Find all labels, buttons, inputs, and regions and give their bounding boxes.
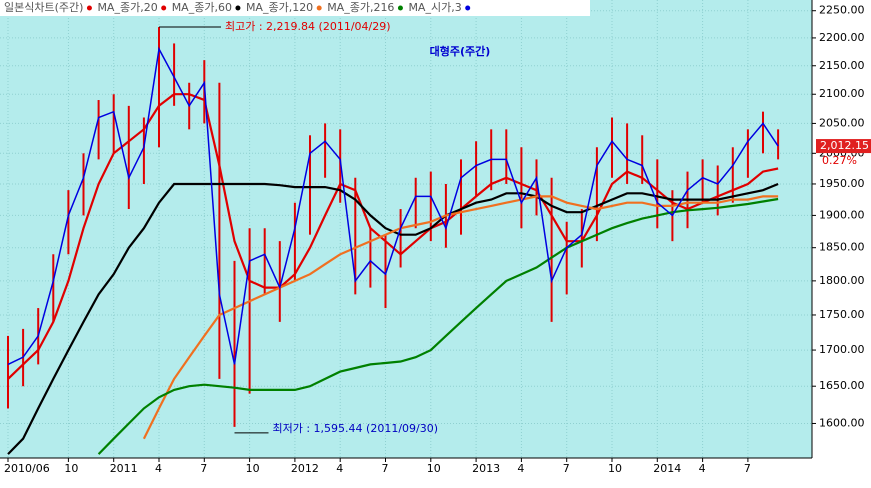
legend-marker [235, 5, 241, 11]
x-tick-label: 2010/06 [4, 462, 50, 475]
y-tick-label: 2250.00 [819, 4, 865, 17]
ma-line [142, 195, 779, 440]
y-tick-label: 2100.00 [819, 87, 865, 100]
x-tick-label: 10 [608, 462, 622, 475]
legend-marker [161, 5, 167, 11]
x-tick-label: 4 [699, 462, 706, 475]
y-tick-label: 1800.00 [819, 274, 865, 287]
x-tick-label: 4 [517, 462, 524, 475]
x-tick-label: 2011 [110, 462, 138, 475]
legend-label: MA_종가,60 [172, 1, 232, 14]
y-tick-label: 2050.00 [819, 116, 865, 129]
legend-label: MA_종가,120 [246, 1, 313, 14]
x-tick-label: 4 [155, 462, 162, 475]
legend-marker [86, 5, 92, 11]
x-tick-label: 4 [336, 462, 343, 475]
change-label: 0.27% [822, 154, 857, 167]
x-tick-label: 10 [427, 462, 441, 475]
y-tick-label: 1900.00 [819, 208, 865, 221]
y-tick-label: 2150.00 [819, 59, 865, 72]
y-tick-label: 2200.00 [819, 31, 865, 44]
x-tick-label: 7 [200, 462, 207, 475]
legend-marker [397, 5, 403, 11]
legend-box [0, 0, 590, 16]
y-tick-label: 1600.00 [819, 416, 865, 429]
x-tick-label: 2014 [653, 462, 681, 475]
legend-label: MA_시가,3 [408, 1, 461, 14]
y-tick-label: 1700.00 [819, 343, 865, 356]
x-tick-label: 7 [563, 462, 570, 475]
last-price-box [816, 139, 871, 154]
plot-area [0, 0, 812, 458]
y-tick-label: 1850.00 [819, 241, 865, 254]
y-tick-label: 1650.00 [819, 379, 865, 392]
annotation: 최고가 : 2,219.84 (2011/04/29) [225, 20, 391, 33]
legend-label: 일본식차트(주간) [4, 0, 83, 14]
legend-label: MA_종가,216 [327, 1, 394, 14]
legend-marker [316, 5, 322, 11]
ma-line [97, 197, 779, 455]
last-price-label: 2,012.15 [820, 139, 869, 152]
x-tick-label: 10 [246, 462, 260, 475]
x-tick-label: 2013 [472, 462, 500, 475]
y-tick-label: 1950.00 [819, 177, 865, 190]
legend-marker [465, 5, 471, 11]
x-tick-label: 7 [744, 462, 751, 475]
x-tick-label: 10 [64, 462, 78, 475]
y-tick-label: 1750.00 [819, 308, 865, 321]
annotation: 최저가 : 1,595.44 (2011/09/30) [273, 422, 439, 435]
x-tick-label: 2012 [291, 462, 319, 475]
legend-label: MA_종가,20 [97, 1, 157, 14]
x-tick-label: 7 [382, 462, 389, 475]
ma-line [7, 46, 779, 366]
chart-title: 대형주(주간) [430, 44, 491, 58]
